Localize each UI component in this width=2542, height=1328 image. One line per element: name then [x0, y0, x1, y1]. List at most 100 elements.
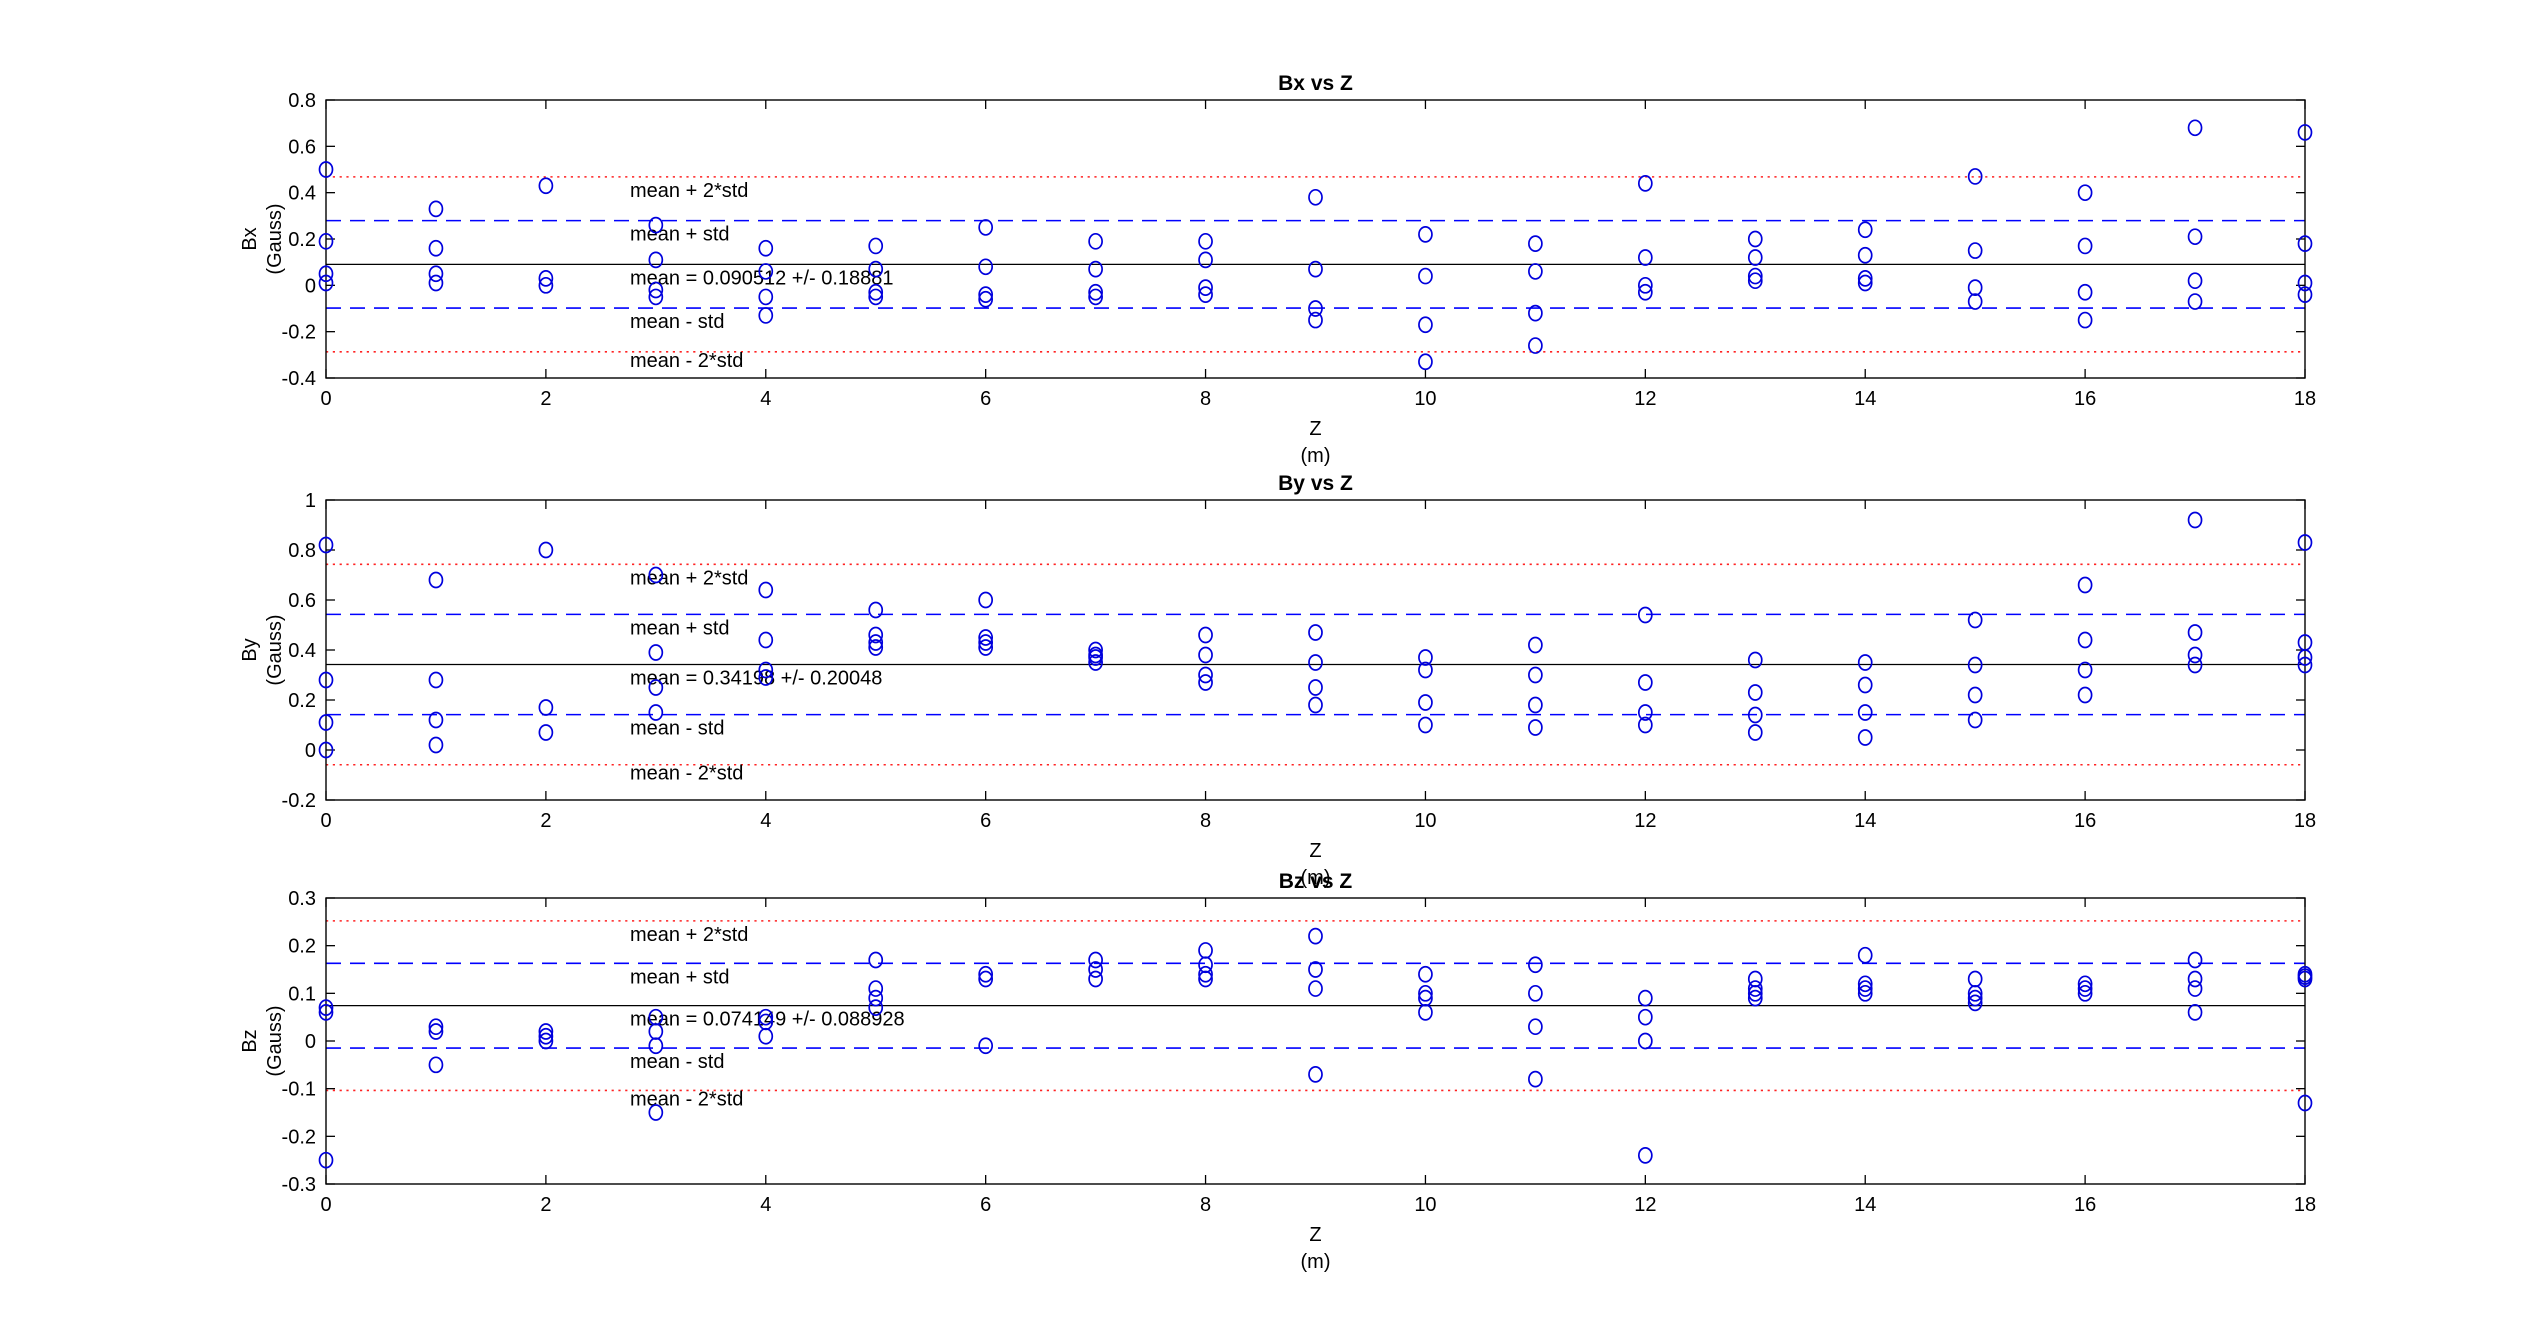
x-tick-label: 14 — [1854, 810, 1876, 832]
x-tick-label: 14 — [1854, 1194, 1876, 1216]
bz-data-point — [868, 951, 884, 969]
x-tick-label: 16 — [2074, 810, 2096, 832]
bz-data-point — [1637, 1147, 1653, 1164]
y-tick-label: 0.4 — [288, 183, 316, 205]
bx-data-point — [978, 219, 994, 236]
by-data-point — [1967, 686, 1983, 704]
by-data-point — [1418, 694, 1433, 711]
by-data-point — [1088, 654, 1103, 671]
bx-data-point — [1418, 226, 1433, 243]
y-tick-label: 0.3 — [288, 888, 316, 910]
bz-data-point — [1637, 1008, 1653, 1026]
bx-data-point — [318, 232, 334, 250]
y-tick-label: -0.3 — [282, 1174, 316, 1196]
bz-data-point — [1967, 994, 1983, 1012]
bz-mean-label: mean = 0.074149 +/- 0.088928 — [630, 1009, 905, 1031]
bz-data-point — [1198, 965, 1213, 983]
by-data-point — [318, 714, 334, 731]
bx-data-point — [1637, 249, 1653, 266]
y-tick-label: -0.2 — [282, 322, 316, 344]
y-tick-label: -0.1 — [282, 1079, 316, 1101]
bz-xlabel-line1: Z — [1309, 1224, 1321, 1246]
bx-data-point — [1528, 235, 1543, 252]
bx-data-point — [1857, 246, 1873, 264]
x-tick-label: 4 — [760, 1194, 771, 1216]
bz-data-point — [758, 1008, 774, 1026]
bx-data-point — [758, 307, 774, 324]
x-tick-label: 12 — [1634, 810, 1656, 832]
bz-data-point — [2297, 970, 2313, 988]
by-data-point — [758, 669, 774, 686]
by-data-point — [2187, 646, 2203, 664]
x-tick-label: 8 — [1200, 810, 1211, 832]
by-data-point — [1528, 666, 1543, 684]
bx-data-point — [1198, 279, 1213, 296]
y-tick-label: 0 — [305, 275, 316, 297]
bx-minus1-label: mean - std — [630, 311, 724, 333]
bz-data-point — [1198, 942, 1213, 959]
bz-data-point — [648, 1104, 664, 1121]
bz-plus2-label: mean + 2*std — [630, 924, 748, 946]
x-tick-label: 0 — [320, 388, 331, 410]
bx-data-point — [1198, 232, 1213, 250]
by-data-point — [1637, 606, 1653, 624]
bx-data-point — [428, 200, 444, 218]
bz-data-point — [1088, 951, 1103, 969]
by-data-point — [2077, 631, 2093, 649]
by-data-point — [2077, 686, 2093, 704]
by-data-point — [868, 626, 884, 644]
bx-data-point — [2187, 272, 2203, 290]
by-data-point — [2187, 624, 2203, 641]
bz-data-point — [2187, 1004, 2203, 1021]
x-tick-label: 10 — [1414, 388, 1436, 410]
bx-data-point — [318, 161, 334, 178]
bz-data-point — [1857, 946, 1873, 964]
y-tick-label: 0.2 — [288, 936, 316, 958]
y-tick-label: 0.6 — [288, 590, 316, 612]
bz-data-point — [1088, 961, 1103, 978]
by-data-point — [648, 679, 664, 696]
bz-data-point — [318, 999, 334, 1016]
bz-axis-box — [325, 897, 2306, 1185]
by-data-point — [758, 581, 774, 599]
bx-data-point — [1418, 316, 1433, 334]
by-data-point — [978, 634, 994, 651]
by-mean-label: mean = 0.34198 +/- 0.20048 — [630, 668, 882, 690]
bx-data-point — [648, 281, 664, 299]
bz-data-point — [1857, 984, 1873, 1002]
bz-data-point — [978, 965, 994, 983]
by-data-point — [1967, 711, 1983, 729]
by-data-point — [1528, 636, 1543, 654]
by-ylabel-line1: By — [239, 638, 261, 661]
by-data-point — [1198, 674, 1213, 691]
by-data-point — [1308, 696, 1323, 714]
x-tick-label: 2 — [540, 388, 551, 410]
bz-data-point — [1967, 970, 1983, 988]
bz-data-point — [318, 1151, 334, 1169]
by-data-point — [2077, 576, 2093, 594]
x-tick-label: 10 — [1414, 1194, 1436, 1216]
bx-data-point — [978, 290, 994, 308]
bx-data-point — [318, 265, 334, 283]
by-data-point — [1308, 654, 1323, 671]
by-data-point — [318, 741, 334, 759]
bz-data-point — [538, 1023, 554, 1040]
by-data-point — [428, 571, 444, 589]
bx-data-point — [1637, 175, 1653, 192]
by-data-point — [1747, 724, 1763, 741]
by-data-point — [2187, 511, 2203, 529]
bz-data-point — [1967, 984, 1983, 1002]
bx-data-point — [2077, 237, 2093, 255]
bx-data-point — [2187, 119, 2203, 137]
bz-data-point — [1308, 980, 1323, 997]
bx-data-point — [1747, 249, 1763, 266]
y-tick-label: 0.8 — [288, 540, 316, 562]
y-tick-label: -0.2 — [282, 790, 316, 812]
bz-data-point — [2297, 1094, 2313, 1112]
bx-data-point — [1967, 293, 1983, 310]
by-data-point — [428, 711, 444, 729]
by-data-point — [1088, 649, 1103, 666]
by-data-point — [648, 566, 664, 584]
bx-data-point — [1637, 276, 1653, 294]
bz-data-point — [1308, 927, 1323, 945]
